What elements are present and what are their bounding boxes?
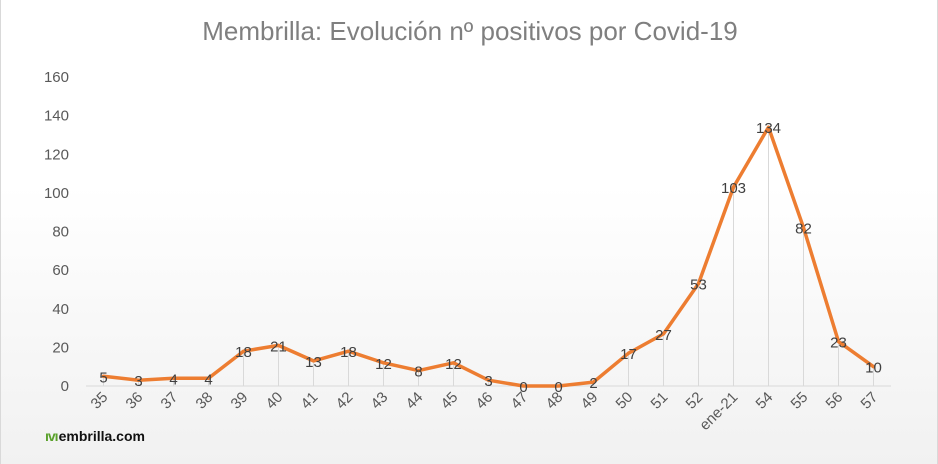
data-label: 53 [690,277,707,294]
data-point [242,349,245,353]
x-tick-label: 52 [683,389,707,413]
x-tick-label: 49 [578,389,602,413]
series-line [101,125,876,388]
data-label: 0 [519,379,527,396]
data-point [312,359,315,363]
data-point [767,125,770,129]
x-tick-label: 48 [543,389,567,413]
data-point [487,378,490,382]
data-label: 21 [270,338,287,355]
x-tick-label: 51 [648,389,672,413]
data-point [452,361,455,365]
data-label: 2 [589,375,597,392]
y-tick-label: 40 [52,301,69,318]
data-point [102,374,105,378]
data-label: 18 [340,344,357,361]
data-label: 5 [99,369,107,386]
data-point [382,361,385,365]
data-point [207,376,210,380]
logo-mark: ıvı [45,428,59,444]
x-tick-label: 56 [823,389,847,413]
x-tick-label: 39 [228,389,252,413]
x-tick-label: ene-21 [696,389,741,434]
data-label: 0 [554,379,562,396]
x-tick-label: 46 [473,389,497,413]
data-label: 27 [655,327,672,344]
data-label: 82 [795,221,812,238]
x-tick-label: 35 [88,389,112,413]
data-label: 4 [204,371,212,388]
data-point [627,351,630,355]
data-label: 13 [305,354,322,371]
y-tick-label: 140 [44,108,69,125]
x-tick-label: 40 [263,389,287,413]
data-label: 18 [235,344,252,361]
y-tick-label: 20 [52,339,69,356]
data-point [172,376,175,380]
data-label: 23 [830,335,847,352]
data-label: 17 [620,346,637,363]
x-tick-label: 37 [158,389,182,413]
data-label: 12 [445,356,462,373]
data-point [592,380,595,384]
data-point [557,384,560,388]
y-tick-label: 80 [52,224,69,241]
membrilla-logo: ıvı embrilla.com [45,428,145,444]
chart-title: Membrilla: Evolución nº positivos por Co… [202,16,738,46]
x-tick-label: 44 [403,389,427,413]
data-point [872,365,875,369]
data-label: 8 [414,364,422,381]
data-label: 134 [756,120,781,137]
data-label: 10 [865,360,882,377]
x-tick-label: 55 [788,389,812,413]
data-point [697,282,700,286]
x-tick-label: 36 [123,389,147,413]
data-label: 3 [134,373,142,390]
data-point [347,349,350,353]
data-point [662,332,665,336]
y-tick-label: 120 [44,146,69,163]
data-point [417,369,420,373]
y-tick-label: 60 [52,262,69,279]
x-tick-label: 41 [298,389,322,413]
x-tick-label: 45 [438,389,462,413]
x-tick-label: 38 [193,389,217,413]
y-tick-label: 100 [44,185,69,202]
data-point [732,185,735,189]
data-point [137,378,140,382]
data-point [522,384,525,388]
y-tick-label: 160 [44,69,69,86]
data-point [837,340,840,344]
data-label: 103 [721,180,746,197]
x-tick-label: 50 [613,389,637,413]
data-label: 4 [169,371,177,388]
data-point [277,343,280,347]
y-tick-label: 0 [61,378,69,395]
x-tick-label: 43 [368,389,392,413]
logo-text: embrilla.com [58,428,145,444]
x-tick-label: 42 [333,389,357,413]
x-tick-label: 47 [508,389,532,413]
x-tick-label: 54 [753,389,777,413]
x-tick-label: 57 [858,389,882,413]
data-label: 3 [484,373,492,390]
data-point [802,226,805,230]
data-label: 12 [375,356,392,373]
